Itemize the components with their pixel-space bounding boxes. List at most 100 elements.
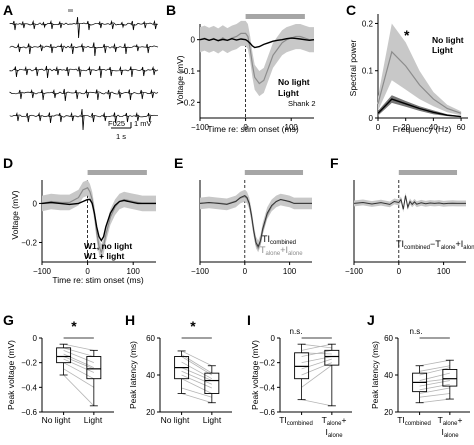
- panel-i-pair-line: [301, 343, 332, 349]
- panel-a-spike: [113, 42, 117, 53]
- panel-a-stim-marker: [68, 9, 73, 12]
- panel-a-spike: [49, 43, 54, 54]
- panel-c-xlabel: Frequency (Hz): [393, 124, 452, 134]
- panel-d-plot: −100 0 100 0 −0.2: [21, 170, 156, 276]
- panel-label-f: F: [330, 155, 339, 171]
- panel-j-xtick-2-i-sub: alone: [444, 433, 459, 439]
- panel-a-spike: [139, 89, 144, 100]
- panel-c-light-band: [378, 23, 462, 116]
- panel-a-spike: [74, 89, 79, 100]
- panel-a-spike: [102, 43, 107, 54]
- panel-e-legend-sum: Talone+Ialone: [260, 245, 303, 257]
- panel-i-ytick-label: −0.6: [259, 408, 275, 417]
- panel-e-legend-ti: TI: [262, 234, 270, 244]
- panel-f-legend-plus-i: +I: [455, 239, 463, 249]
- panel-a-spike: [40, 89, 45, 101]
- panel-a-spike: [88, 65, 92, 76]
- panel-h-xtick-1: No light: [161, 415, 190, 425]
- panel-a-spike: [135, 43, 140, 52]
- panel-a-spike: [59, 42, 64, 53]
- panel-i-pair-line: [301, 399, 332, 407]
- panel-d-ytick-label: 0: [33, 199, 38, 208]
- panel-i-pair-line: [301, 356, 332, 364]
- panel-f-legend-minus-t: −T: [430, 239, 441, 249]
- panel-a-spike: [27, 43, 32, 55]
- panel-d-ytick-label: −0.2: [21, 238, 37, 247]
- panel-h-significance: *: [190, 318, 196, 334]
- panel-j-pair-line: [419, 378, 450, 383]
- panel-d-legend-nolight: W1, no light: [84, 241, 132, 251]
- panel-a-spike: [130, 20, 135, 31]
- panel-j-ytick-label: 60: [384, 334, 393, 343]
- panel-a-spike: [80, 42, 85, 53]
- panel-a-spike: [108, 66, 113, 77]
- panel-a-spike: [86, 20, 91, 31]
- panel-f-plot: −100 0 100: [345, 170, 466, 276]
- panel-i-xtick-1: TIcombined: [279, 415, 313, 427]
- panel-e-legend-main: TIcombined: [262, 234, 296, 246]
- panel-g-plot: 0 −0.2 −0.4 −0.6: [21, 334, 114, 417]
- panel-d-stim-bar: [87, 170, 147, 175]
- panel-j-ylabel: Peak latency (ms): [370, 341, 380, 409]
- panel-j-xtick-2-plus: +: [457, 415, 462, 425]
- panel-j-plot: 20 40 60: [384, 334, 470, 417]
- panel-d-light-line: [41, 187, 156, 254]
- panel-e-band: [200, 189, 312, 253]
- panel-i-xtick-1-sub: combined: [287, 421, 313, 427]
- panel-h-pair-line: [181, 370, 212, 385]
- panel-g-pair-line: [63, 347, 94, 357]
- panel-a-spike: [107, 89, 112, 100]
- panel-b-stim-bar: [245, 14, 305, 19]
- panel-label-h: H: [125, 312, 135, 328]
- panel-a-spike: [85, 88, 89, 99]
- panel-label-d: D: [3, 155, 13, 171]
- panel-c-legend-nolight: No light: [432, 35, 464, 45]
- panel-a-spike: [128, 89, 132, 101]
- panel-a-spike: [12, 20, 17, 31]
- panel-j-pair-line: [419, 372, 450, 381]
- panel-a-scale-t-label: 1 s: [116, 132, 126, 141]
- panel-g-box: [56, 347, 72, 364]
- panel-b-ytick-label: 0: [191, 36, 196, 45]
- panel-i-ylabel: Peak voltage (mV): [250, 340, 260, 410]
- panel-h-box: [204, 372, 220, 394]
- panel-j-pair-line: [419, 365, 450, 372]
- panel-c: 0 20 40 60 0 0.1 0.2 Spectral power Frequency …: [348, 14, 468, 134]
- panel-a-trace-baseline: [9, 68, 159, 72]
- panel-a-trace-baseline: [9, 91, 159, 95]
- panel-a-spike: [142, 20, 147, 29]
- panel-g-pair-line: [63, 349, 94, 364]
- panel-a-spike: [39, 43, 43, 52]
- panel-a-spike: [76, 16, 80, 39]
- panel-e-stim-bar: [244, 170, 304, 175]
- panel-g-pair-line: [63, 343, 94, 351]
- panel-a-spike: [92, 42, 97, 57]
- panel-c-xtick-label: 20: [401, 123, 410, 132]
- panel-f-legend-i-alone: alone: [463, 245, 474, 251]
- panel-j-significance: n.s.: [410, 327, 423, 336]
- panel-d-nolight-line: [41, 198, 156, 242]
- panel-b: −100 0 100 0 −0.1 −0.2 Voltage (mV) Time re: …: [175, 14, 316, 134]
- panel-a-traces: [9, 16, 159, 131]
- panel-i-xtick-2b: Ialone: [325, 427, 343, 439]
- panel-j-pair-line: [419, 380, 450, 387]
- panel-label-b: B: [166, 2, 176, 18]
- panel-j-xtick-2b: Ialone: [441, 427, 459, 439]
- panel-i-pair-line: [301, 364, 333, 388]
- panel-j-box: [442, 369, 458, 387]
- panel-f-legend-combined: combined: [404, 245, 430, 251]
- panel-f-xtick-label: 0: [397, 267, 402, 276]
- panel-c-significance: *: [404, 27, 410, 43]
- panel-g-xtick-2: Light: [84, 415, 103, 425]
- panel-d-xtick-label: 0: [85, 267, 90, 276]
- panel-j-ytick-label: 20: [384, 408, 393, 417]
- panel-a-spike: [80, 108, 85, 131]
- panel-a-spike: [141, 66, 146, 77]
- panel-i-pair-line: [301, 358, 332, 370]
- panel-a-scale-v-label: 1 mV: [134, 119, 152, 128]
- panel-i-xtick-2-i: I: [325, 427, 327, 437]
- panel-h-pair-line: [181, 356, 213, 376]
- panel-a-spike: [119, 65, 123, 76]
- panel-h-pair-line: [181, 387, 212, 398]
- panel-c-legend-light: Light: [432, 45, 453, 55]
